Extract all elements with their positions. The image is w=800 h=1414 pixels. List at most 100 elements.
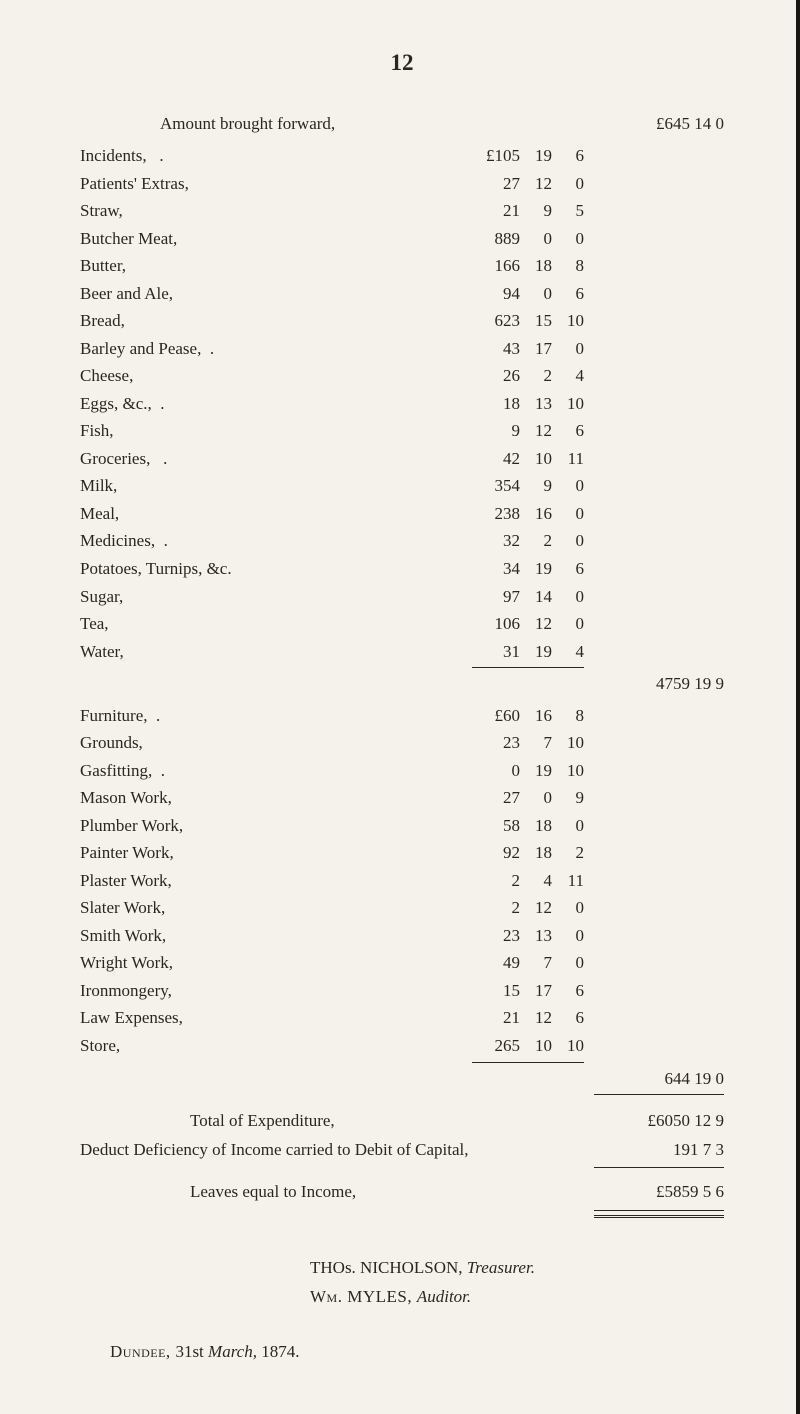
table-row: Meal,238160 bbox=[80, 500, 724, 528]
table-row: Incidents, .£105196 bbox=[80, 142, 724, 170]
item-label: Plumber Work, bbox=[80, 812, 470, 840]
table-row: Fish,9126 bbox=[80, 417, 724, 445]
shillings: 13 bbox=[520, 922, 552, 950]
shillings: 12 bbox=[520, 610, 552, 638]
total-expenditure-label: Total of Expenditure, bbox=[80, 1107, 584, 1136]
pence: 0 bbox=[552, 472, 584, 500]
item-label: Smith Work, bbox=[80, 922, 470, 950]
deduct-label: Deduct Deficiency of Income carried to D… bbox=[80, 1136, 584, 1165]
item-label: Incidents, . bbox=[80, 142, 470, 170]
shillings: 13 bbox=[520, 390, 552, 418]
shillings: 19 bbox=[520, 638, 552, 666]
table-row: Store,2651010 bbox=[80, 1032, 724, 1060]
treasurer-line: THOs. NICHOLSON, Treasurer. bbox=[310, 1254, 724, 1283]
shillings: 16 bbox=[520, 500, 552, 528]
auditor-title: Auditor. bbox=[417, 1287, 471, 1306]
date-place: Dundee, bbox=[110, 1342, 175, 1361]
table-row: Straw,2195 bbox=[80, 197, 724, 225]
pence: 0 bbox=[552, 225, 584, 253]
amount-forward-value: £645 14 0 bbox=[584, 114, 724, 134]
pence: 8 bbox=[552, 252, 584, 280]
shillings: 7 bbox=[520, 949, 552, 977]
pence: 6 bbox=[552, 280, 584, 308]
shillings: 18 bbox=[520, 252, 552, 280]
shillings: 0 bbox=[520, 784, 552, 812]
item-label: Slater Work, bbox=[80, 894, 470, 922]
pounds: 354 bbox=[470, 472, 520, 500]
item-label: Law Expenses, bbox=[80, 1004, 470, 1032]
table-row: Slater Work,2120 bbox=[80, 894, 724, 922]
total-expenditure-amount: £6050 12 9 bbox=[584, 1107, 724, 1136]
shillings: 12 bbox=[520, 894, 552, 922]
pence: 6 bbox=[552, 142, 584, 170]
pence: 5 bbox=[552, 197, 584, 225]
pounds: 32 bbox=[470, 527, 520, 555]
pence: 11 bbox=[552, 867, 584, 895]
pence: 0 bbox=[552, 610, 584, 638]
shillings: 15 bbox=[520, 307, 552, 335]
item-label: Butcher Meat, bbox=[80, 225, 470, 253]
pounds: 18 bbox=[470, 390, 520, 418]
expenditure-section-2: Furniture, .£60168Grounds,23710Gasfittin… bbox=[80, 702, 724, 1060]
pounds: £60 bbox=[470, 702, 520, 730]
page: 12 Amount brought forward, £645 14 0 Inc… bbox=[0, 0, 800, 1414]
subtotal-1: 4759 19 9 bbox=[584, 670, 724, 698]
shillings: 0 bbox=[520, 280, 552, 308]
pounds: 889 bbox=[470, 225, 520, 253]
shillings: 12 bbox=[520, 417, 552, 445]
item-label: Beer and Ale, bbox=[80, 280, 470, 308]
table-row: Cheese,2624 bbox=[80, 362, 724, 390]
pounds: 21 bbox=[470, 197, 520, 225]
pence: 10 bbox=[552, 307, 584, 335]
pounds: 623 bbox=[470, 307, 520, 335]
pence: 0 bbox=[552, 527, 584, 555]
pence: 11 bbox=[552, 445, 584, 473]
pounds: 26 bbox=[470, 362, 520, 390]
expenditure-section-1: Incidents, .£105196Patients' Extras,2712… bbox=[80, 142, 724, 665]
pence: 0 bbox=[552, 949, 584, 977]
table-row: Groceries, .421011 bbox=[80, 445, 724, 473]
item-label: Straw, bbox=[80, 197, 470, 225]
shillings: 12 bbox=[520, 170, 552, 198]
pence: 9 bbox=[552, 784, 584, 812]
pounds: 94 bbox=[470, 280, 520, 308]
pounds: 23 bbox=[470, 922, 520, 950]
pence: 10 bbox=[552, 757, 584, 785]
pounds: 21 bbox=[470, 1004, 520, 1032]
table-row: Plumber Work,58180 bbox=[80, 812, 724, 840]
item-label: Plaster Work, bbox=[80, 867, 470, 895]
table-row: Grounds,23710 bbox=[80, 729, 724, 757]
table-row: Furniture, .£60168 bbox=[80, 702, 724, 730]
shillings: 10 bbox=[520, 1032, 552, 1060]
table-row: Sugar,97140 bbox=[80, 583, 724, 611]
table-row: Milk,35490 bbox=[80, 472, 724, 500]
date-month: March, bbox=[208, 1342, 257, 1361]
table-row: Bread,6231510 bbox=[80, 307, 724, 335]
subtotal-2: 644 19 0 bbox=[584, 1065, 724, 1093]
date-year: 1874. bbox=[257, 1342, 300, 1361]
item-label: Mason Work, bbox=[80, 784, 470, 812]
pounds: 23 bbox=[470, 729, 520, 757]
shillings: 19 bbox=[520, 555, 552, 583]
table-row: Tea,106120 bbox=[80, 610, 724, 638]
auditor-name: Wm. MYLES, bbox=[310, 1287, 417, 1306]
rule bbox=[472, 1062, 584, 1063]
leaves-label: Leaves equal to Income, bbox=[80, 1178, 584, 1207]
shillings: 18 bbox=[520, 839, 552, 867]
pence: 6 bbox=[552, 1004, 584, 1032]
shillings: 17 bbox=[520, 335, 552, 363]
table-row: Barley and Pease, .43170 bbox=[80, 335, 724, 363]
pounds: 2 bbox=[470, 894, 520, 922]
item-label: Gasfitting, . bbox=[80, 757, 470, 785]
item-label: Patients' Extras, bbox=[80, 170, 470, 198]
shillings: 0 bbox=[520, 225, 552, 253]
table-row: Butter,166188 bbox=[80, 252, 724, 280]
item-label: Sugar, bbox=[80, 583, 470, 611]
table-row: Ironmongery,15176 bbox=[80, 977, 724, 1005]
item-label: Fish, bbox=[80, 417, 470, 445]
item-label: Ironmongery, bbox=[80, 977, 470, 1005]
shillings: 17 bbox=[520, 977, 552, 1005]
treasurer-name: THOs. NICHOLSON, bbox=[310, 1258, 467, 1277]
pence: 4 bbox=[552, 362, 584, 390]
amount-forward-row: Amount brought forward, £645 14 0 bbox=[80, 114, 724, 134]
